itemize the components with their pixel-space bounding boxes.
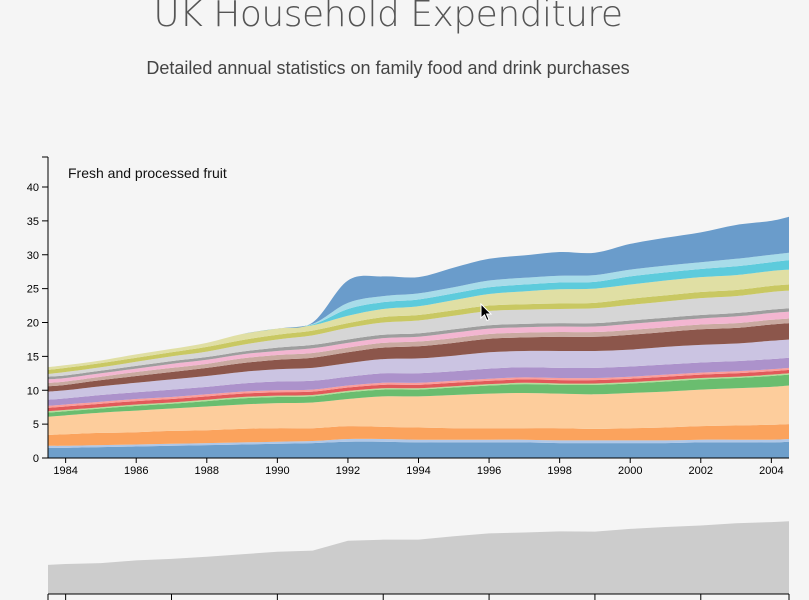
area-series-9[interactable] bbox=[48, 357, 789, 406]
area-series-11[interactable] bbox=[48, 323, 789, 392]
area-series-4[interactable] bbox=[48, 385, 789, 435]
y-tick-label: 40 bbox=[27, 182, 39, 194]
area-series-14[interactable] bbox=[48, 308, 789, 380]
x-tick-label: 1994 bbox=[406, 465, 430, 477]
x-tick-label: 1984 bbox=[53, 465, 77, 477]
y-tick-label: 0 bbox=[33, 453, 39, 465]
x-tick-label: 1992 bbox=[336, 465, 360, 477]
area-series-1[interactable] bbox=[48, 441, 789, 458]
y-tick-label: 10 bbox=[27, 385, 39, 397]
y-tick-label: 30 bbox=[27, 250, 39, 262]
x-tick-label: 1990 bbox=[265, 465, 289, 477]
stacked-area-layers[interactable] bbox=[48, 216, 789, 458]
page-title: UK Household Expenditure bbox=[153, 0, 623, 35]
area-series-15[interactable] bbox=[48, 290, 789, 377]
area-series-13[interactable] bbox=[48, 311, 789, 383]
y-tick-label: 15 bbox=[27, 351, 39, 363]
area-series-2[interactable] bbox=[48, 438, 789, 448]
area-series-20[interactable] bbox=[48, 216, 789, 368]
y-tick-label: 25 bbox=[27, 284, 39, 296]
x-tick-label: 2002 bbox=[689, 465, 713, 477]
y-tick-label: 35 bbox=[27, 216, 39, 228]
area-series-7[interactable] bbox=[48, 369, 789, 412]
chart-title: Fresh and processed fruit bbox=[68, 165, 227, 181]
area-series-12[interactable] bbox=[48, 318, 789, 387]
mouse-cursor-icon bbox=[480, 303, 493, 322]
area-series-10[interactable] bbox=[48, 339, 789, 400]
area-series-18[interactable] bbox=[48, 260, 789, 368]
x-tick-label: 1996 bbox=[477, 465, 501, 477]
overview-brush[interactable] bbox=[47, 521, 790, 600]
y-tick-label: 20 bbox=[27, 318, 39, 330]
area-series-3[interactable] bbox=[48, 424, 789, 446]
x-tick-label: 1988 bbox=[195, 465, 219, 477]
x-tick-label: 1998 bbox=[547, 465, 571, 477]
x-axis: 1984 1986 1988 1990 1992 1994 1996 1998 2000 2002… bbox=[48, 457, 789, 477]
x-tick-label: 1986 bbox=[124, 465, 148, 477]
page-subtitle: Detailed annual statistics on family foo… bbox=[146, 58, 630, 78]
overview-area[interactable] bbox=[48, 521, 789, 594]
area-series-5[interactable] bbox=[48, 374, 789, 417]
area-series-8[interactable] bbox=[48, 367, 789, 408]
area-series-17[interactable] bbox=[48, 269, 789, 370]
x-tick-label: 2004 bbox=[759, 465, 783, 477]
area-series-19[interactable] bbox=[48, 252, 789, 368]
y-axis: 0 5 10 15 20 25 30 35 40 bbox=[27, 156, 49, 465]
y-tick-label: 5 bbox=[33, 419, 39, 431]
area-series-16[interactable] bbox=[48, 284, 789, 374]
x-tick-label: 2000 bbox=[618, 465, 642, 477]
